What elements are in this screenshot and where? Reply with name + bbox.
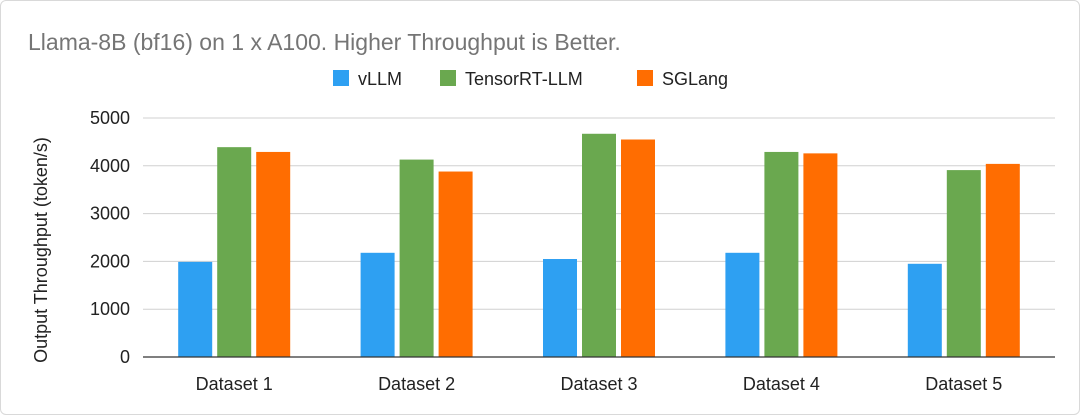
bar-tensorrt-llm-dataset-2	[399, 159, 434, 357]
y-tick-label: 4000	[90, 156, 130, 176]
bar-vllm-dataset-3	[543, 259, 577, 357]
legend-label-sglang: SGLang	[662, 69, 728, 89]
bar-tensorrt-llm-dataset-1	[217, 147, 252, 357]
y-axis-label: Output Throughput (token/s)	[31, 137, 51, 363]
x-tick-label: Dataset 4	[743, 374, 820, 394]
chart-title: Llama-8B (bf16) on 1 x A100. Higher Thro…	[28, 29, 621, 55]
bar-vllm-dataset-4	[725, 252, 760, 357]
x-tick-labels: Dataset 1 Dataset 2 Dataset 3 Dataset 4 Data…	[196, 374, 1003, 394]
bar-sglang-dataset-1	[256, 151, 291, 357]
legend-label-tensorrt-llm: TensorRT-LLM	[465, 69, 583, 89]
bar-tensorrt-llm-dataset-3	[582, 133, 616, 357]
y-tick-label: 0	[120, 347, 130, 367]
bar-vllm-dataset-5	[907, 263, 942, 357]
bar-tensorrt-llm-dataset-4	[764, 151, 799, 357]
x-tick-label: Dataset 1	[196, 374, 273, 394]
y-tick-label: 3000	[90, 204, 130, 224]
legend-swatch-tensorrt-llm	[440, 70, 456, 86]
bar-vllm-dataset-1	[178, 261, 213, 357]
x-tick-label: Dataset 2	[378, 374, 455, 394]
bar-sglang-dataset-2	[438, 171, 473, 357]
y-tick-label: 5000	[90, 108, 130, 128]
bar-sglang-dataset-5	[985, 163, 1020, 357]
legend-swatch-vllm	[333, 70, 349, 86]
bar-vllm-dataset-2	[360, 252, 395, 357]
bars	[178, 133, 1020, 357]
legend-label-vllm: vLLM	[358, 69, 402, 89]
legend: vLLM TensorRT-LLM SGLang	[333, 69, 728, 89]
y-tick-label: 1000	[90, 299, 130, 319]
legend-swatch-sglang	[637, 70, 653, 86]
bar-sglang-dataset-3	[621, 139, 655, 357]
y-tick-label: 2000	[90, 251, 130, 271]
y-tick-labels: 0 1000 2000 3000 4000 5000	[90, 108, 130, 367]
bar-sglang-dataset-4	[803, 153, 838, 357]
x-tick-label: Dataset 5	[925, 374, 1002, 394]
x-tick-label: Dataset 3	[560, 374, 637, 394]
bar-tensorrt-llm-dataset-5	[946, 170, 981, 357]
